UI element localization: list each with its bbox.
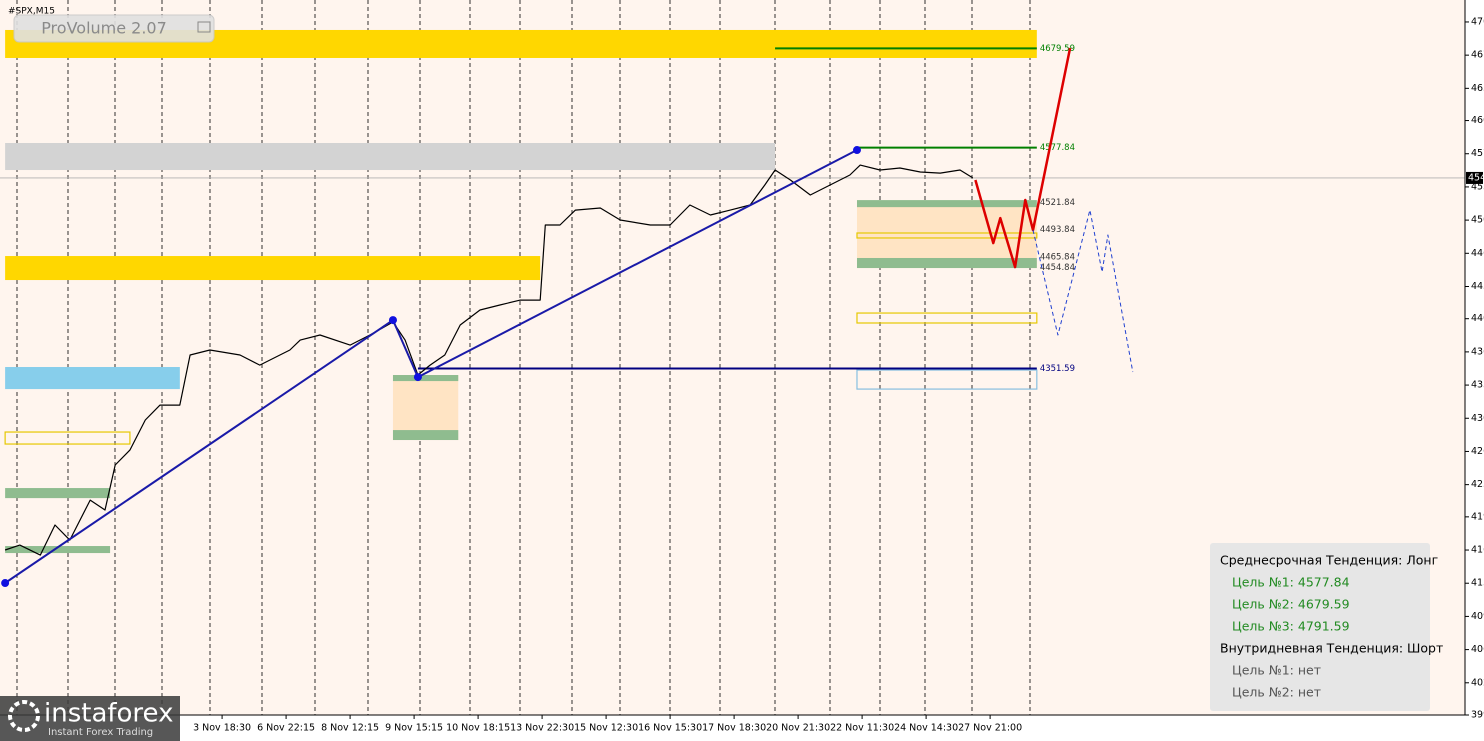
- info-item: Цель №2: 4679.59: [1232, 597, 1350, 612]
- series-line: [1032, 209, 1134, 373]
- info-item: Цель №3: 4791.59: [1232, 619, 1350, 634]
- y-tick-label: 4368.60: [1471, 346, 1484, 357]
- y-tick-label: 3996.60: [1471, 710, 1484, 721]
- y-tick-label: 4097.60: [1471, 611, 1484, 622]
- y-tick-label: 4029.60: [1471, 677, 1484, 688]
- x-tick-label: 16 Nov 15:30: [638, 723, 702, 734]
- y-tick-label: 4266.60: [1471, 446, 1484, 457]
- level-label: 4521.84: [1040, 198, 1075, 208]
- zone: [856, 312, 1038, 324]
- x-tick-label: 15 Nov 12:30: [574, 723, 638, 734]
- last-price-box: [1466, 171, 1483, 184]
- y-tick-label: 4571.60: [1471, 148, 1484, 159]
- y-tick-label: 4537.60: [1471, 181, 1484, 192]
- level-label: 4679.59: [1040, 44, 1075, 54]
- zone: [856, 200, 1037, 208]
- zone: [5, 488, 111, 499]
- zone: [856, 232, 1038, 239]
- x-tick-label: 22 Nov 11:30: [830, 723, 894, 734]
- indicator-box: [13, 14, 215, 43]
- last-price-label: 4546.80: [1468, 172, 1484, 183]
- zone: [392, 375, 459, 382]
- pivot-marker: [413, 373, 422, 382]
- info-item: Цель №1: нет: [1232, 663, 1321, 678]
- y-tick-label: 4334.60: [1471, 380, 1484, 391]
- y-tick-label: 4199.60: [1471, 511, 1484, 522]
- x-tick-label: 17 Nov 18:30: [702, 723, 766, 734]
- y-tick-label: 4672.60: [1471, 50, 1484, 61]
- level-label: 4493.84: [1040, 225, 1075, 235]
- y-tick-label: 4131.60: [1471, 578, 1484, 589]
- x-tick-label: 13 Nov 22:30: [510, 723, 574, 734]
- zone: [5, 546, 111, 554]
- series-line: [4, 164, 974, 556]
- level-label: 4454.84: [1040, 263, 1075, 273]
- window-icon[interactable]: [197, 21, 211, 33]
- zone: [5, 256, 541, 281]
- x-tick-label: 20 Nov 21:30: [766, 723, 830, 734]
- y-tick-label: 4300.60: [1471, 413, 1484, 424]
- zone: [392, 430, 459, 441]
- x-tick-label: 9 Nov 15:15: [385, 723, 443, 734]
- zone: [5, 143, 776, 171]
- logo: instaforex Instant Forex Trading: [0, 696, 180, 741]
- series-line: [4, 149, 858, 584]
- logo-tagline: Instant Forex Trading: [48, 727, 153, 738]
- y-tick-label: 4605.60: [1471, 115, 1484, 126]
- y-tick-label: 4706.60: [1471, 16, 1484, 27]
- info-box: [1210, 543, 1430, 711]
- zone: [856, 257, 1037, 269]
- info-item: Цель №2: нет: [1232, 685, 1321, 700]
- zone: [856, 369, 1038, 390]
- y-tick-label: 4402.60: [1471, 313, 1484, 324]
- level-label: 4465.84: [1040, 252, 1075, 262]
- x-tick-label: 27 Nov 21:00: [958, 723, 1022, 734]
- y-tick-label: 4638.60: [1471, 83, 1484, 94]
- symbol-label: #SPX,M15: [8, 7, 55, 17]
- zone: [392, 375, 459, 441]
- zone: [5, 367, 180, 390]
- x-tick-label: 10 Nov 18:15: [446, 723, 510, 734]
- info-item: Цель №1: 4577.84: [1232, 575, 1350, 590]
- pivot-marker: [1, 579, 10, 588]
- indicator-label: ProVolume 2.07: [41, 19, 167, 38]
- x-tick-label: 3 Nov 18:30: [193, 723, 251, 734]
- x-tick-label: 8 Nov 12:15: [321, 723, 379, 734]
- x-tick-label: 24 Nov 14:30: [894, 723, 958, 734]
- y-tick-label: 4503.60: [1471, 215, 1484, 226]
- pivot-marker: [388, 316, 397, 325]
- y-tick-label: 4063.60: [1471, 644, 1484, 655]
- level-label: 4577.84: [1040, 143, 1075, 153]
- zone: [4, 431, 131, 445]
- x-tick-label: 6 Nov 22:15: [257, 723, 315, 734]
- info-title: Внутридневная Тенденция: Шорт: [1220, 641, 1443, 656]
- y-tick-label: 4469.60: [1471, 248, 1484, 259]
- logo-background: [0, 696, 180, 741]
- y-tick-label: 4165.60: [1471, 545, 1484, 556]
- logo-icon: [8, 700, 40, 732]
- level-label: 4351.59: [1040, 364, 1075, 374]
- logo-name: instaforex: [44, 699, 173, 729]
- y-tick-label: 4232.60: [1471, 479, 1484, 490]
- info-title: Среднесрочная Тенденция: Лонг: [1220, 553, 1438, 568]
- pivot-marker: [852, 146, 861, 155]
